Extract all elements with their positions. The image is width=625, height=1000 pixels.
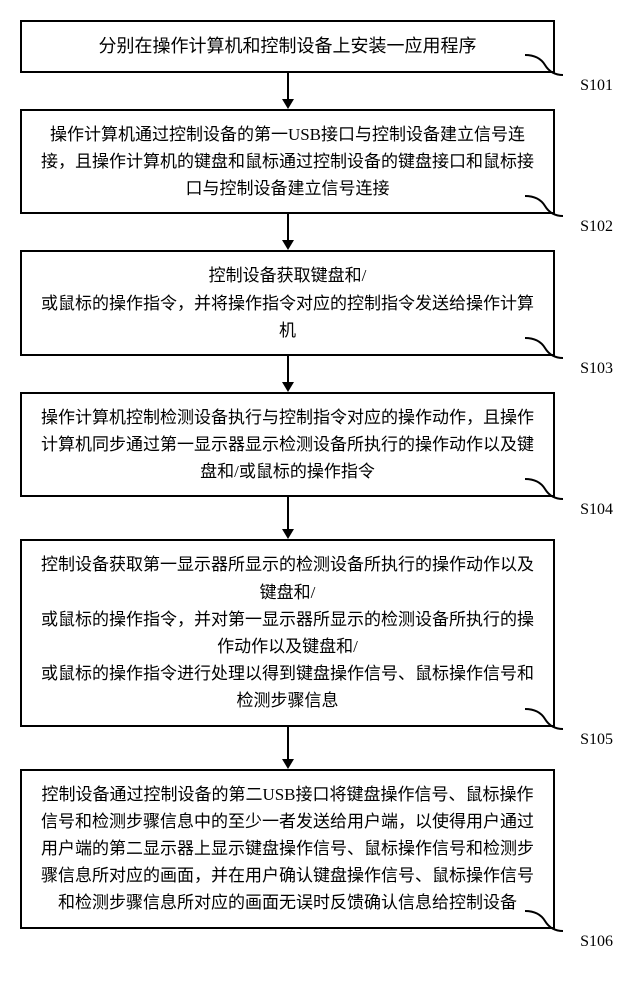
step-label: S105 xyxy=(580,731,613,749)
step-label: S104 xyxy=(580,501,613,519)
flowchart-container: 分别在操作计算机和控制设备上安装一应用程序 S101 操作计算机通过控制设备的第… xyxy=(20,20,605,929)
arrow-down-icon xyxy=(278,356,298,392)
step-s106: 控制设备通过控制设备的第二USB接口将键盘操作信号、鼠标操作信号和检测步骤信息中… xyxy=(20,769,605,929)
step-s101: 分别在操作计算机和控制设备上安装一应用程序 S101 xyxy=(20,20,605,73)
arrow-down-icon xyxy=(278,497,298,539)
step-text: 操作计算机通过控制设备的第一USB接口与控制设备建立信号连接，且操作计算机的键盘… xyxy=(41,125,534,198)
step-box: 操作计算机通过控制设备的第一USB接口与控制设备建立信号连接，且操作计算机的键盘… xyxy=(20,109,555,215)
step-label: S106 xyxy=(580,933,613,951)
step-text: 分别在操作计算机和控制设备上安装一应用程序 xyxy=(99,36,477,56)
step-box: 控制设备通过控制设备的第二USB接口将键盘操作信号、鼠标操作信号和检测步骤信息中… xyxy=(20,769,555,929)
tail-curve-icon xyxy=(525,907,565,935)
arrow xyxy=(0,356,580,392)
arrow xyxy=(0,214,580,250)
step-box: 分别在操作计算机和控制设备上安装一应用程序 xyxy=(20,20,555,73)
step-text: 控制设备获取键盘和/或鼠标的操作指令，并将操作指令对应的控制指令发送给操作计算机 xyxy=(41,266,534,339)
step-box: 操作计算机控制检测设备执行与控制指令对应的操作动作，且操作计算机同步通过第一显示… xyxy=(20,392,555,498)
step-s105: 控制设备获取第一显示器所显示的检测设备所执行的操作动作以及键盘和/或鼠标的操作指… xyxy=(20,539,605,726)
step-box: 控制设备获取键盘和/或鼠标的操作指令，并将操作指令对应的控制指令发送给操作计算机 xyxy=(20,250,555,356)
arrow xyxy=(0,73,580,109)
step-text: 操作计算机控制检测设备执行与控制指令对应的操作动作，且操作计算机同步通过第一显示… xyxy=(41,408,534,481)
tail-curve-icon xyxy=(525,51,565,79)
step-text: 控制设备获取第一显示器所显示的检测设备所执行的操作动作以及键盘和/或鼠标的操作指… xyxy=(41,555,534,710)
tail-curve-icon xyxy=(525,475,565,503)
arrow-down-icon xyxy=(278,727,298,769)
arrow-down-icon xyxy=(278,73,298,109)
step-box: 控制设备获取第一显示器所显示的检测设备所执行的操作动作以及键盘和/或鼠标的操作指… xyxy=(20,539,555,726)
tail-curve-icon xyxy=(525,334,565,362)
tail-curve-icon xyxy=(525,705,565,733)
arrow xyxy=(0,497,580,539)
arrow-down-icon xyxy=(278,214,298,250)
step-label: S102 xyxy=(580,218,613,236)
step-s102: 操作计算机通过控制设备的第一USB接口与控制设备建立信号连接，且操作计算机的键盘… xyxy=(20,109,605,215)
step-s103: 控制设备获取键盘和/或鼠标的操作指令，并将操作指令对应的控制指令发送给操作计算机… xyxy=(20,250,605,356)
step-label: S103 xyxy=(580,360,613,378)
step-text: 控制设备通过控制设备的第二USB接口将键盘操作信号、鼠标操作信号和检测步骤信息中… xyxy=(41,785,534,913)
arrow xyxy=(0,727,580,769)
tail-curve-icon xyxy=(525,192,565,220)
step-label: S101 xyxy=(580,77,613,95)
step-s104: 操作计算机控制检测设备执行与控制指令对应的操作动作，且操作计算机同步通过第一显示… xyxy=(20,392,605,498)
